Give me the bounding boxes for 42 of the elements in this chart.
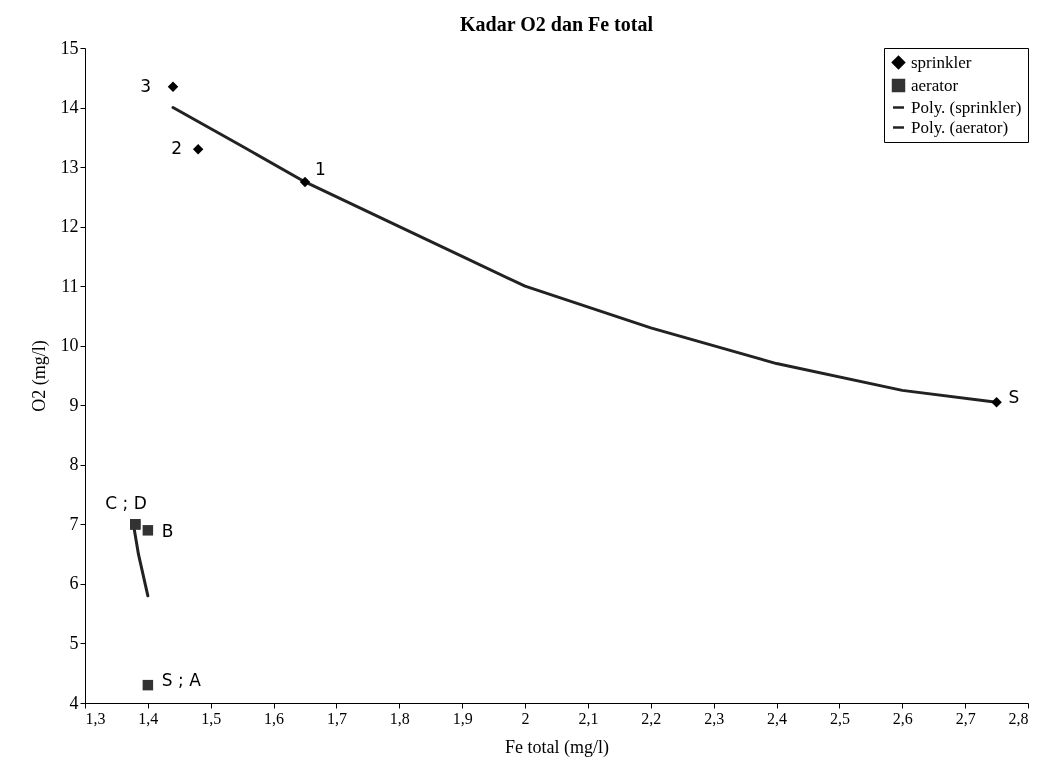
x-tick-label: 2,5 [829,709,850,727]
y-tick-label: 12 [60,216,79,237]
x-tick-label: 2,6 [892,709,913,727]
annotation: 1 [315,158,326,179]
annotation: 3 [140,75,152,96]
x-axis-title: Fe total (mg/l) [505,736,609,758]
x-tick-label: 2,7 [955,709,976,727]
y-tick-label: 4 [69,692,79,713]
y-tick-label: 14 [60,97,79,118]
annotation: C ; D [105,493,147,514]
x-tick-label: 1,8 [389,709,410,727]
legend-label: Poly. (aerator) [911,117,1009,137]
x-tick-label: 1,7 [326,709,347,727]
y-tick-label: 11 [61,275,79,296]
y-tick-label: 10 [60,335,79,356]
x-tick-label: 2,8 [1008,709,1029,727]
x-tick-label: 1,4 [138,709,159,727]
y-tick-label: 15 [60,37,79,58]
y-axis-title: O2 (mg/l) [28,340,50,412]
x-tick-label: 1,5 [201,709,222,727]
x-tick-label: 2,1 [578,709,599,727]
annotation: S ; A [161,670,202,691]
annotation: S [1008,387,1020,408]
x-tick-label: 2 [521,709,530,727]
y-tick-label: 6 [69,573,79,594]
x-tick-label: 1,9 [452,709,473,727]
annotation: 2 [171,138,183,159]
y-tick-label: 8 [69,454,79,475]
legend-label: aerator [911,75,959,95]
x-tick-label: 2,3 [704,709,725,727]
legend-label: sprinkler [911,52,972,72]
chart-title: Kadar O2 dan Fe total [460,13,654,35]
y-tick-label: 7 [69,513,79,534]
y-tick-label: 5 [69,632,79,653]
x-tick-label: 1,3 [85,709,106,727]
x-tick-label: 2,4 [767,709,788,727]
legend-label: Poly. (sprinkler) [911,97,1022,117]
y-tick-label: 9 [69,394,79,415]
annotation: B [161,521,174,542]
x-tick-label: 2,2 [641,709,662,727]
x-tick-label: 1,6 [264,709,285,727]
y-tick-label: 13 [60,156,79,177]
